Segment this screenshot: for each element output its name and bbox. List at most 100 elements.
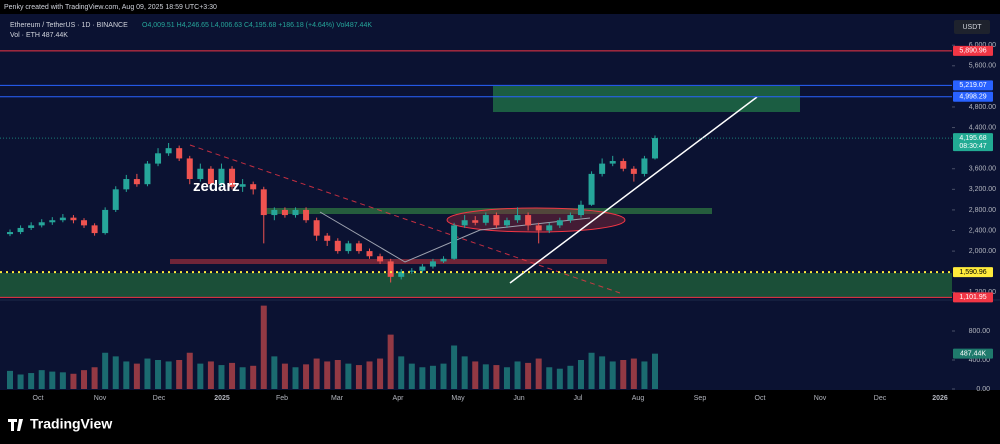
volume-bar (239, 367, 246, 389)
candle-body (155, 153, 162, 164)
y-tick-label: 5,600.00 (969, 63, 996, 70)
candle-body (334, 240, 341, 252)
candle-body (281, 209, 288, 216)
target-zone (493, 86, 800, 112)
volume-bar (281, 363, 288, 389)
candle-body (546, 225, 553, 231)
level-label: 4,998.29 (959, 94, 986, 101)
attribution: Penky created with TradingView.com, Aug … (4, 4, 217, 11)
ohlc: O4,009.51 H4,246.65 L4,006.63 C4,195.68 … (142, 22, 372, 29)
volume-bar (377, 358, 384, 389)
x-tick-label: Apr (393, 395, 405, 402)
candle-body (577, 204, 584, 216)
volume-bar (429, 365, 436, 389)
volume-tick-label: 400.00 (969, 357, 991, 364)
volume-bar (546, 367, 553, 389)
candle-body (123, 179, 130, 190)
symbol: Ethereum / TetherUS · 1D · BINANCE (10, 22, 128, 29)
candle-body (620, 161, 627, 169)
candle-body (303, 209, 310, 221)
candle-body (165, 148, 172, 154)
volume-bar (102, 352, 109, 389)
volume-bar (599, 356, 606, 389)
candle-body (81, 220, 88, 226)
candle-body (556, 220, 563, 226)
volume-bar (503, 367, 510, 389)
candle-body (419, 266, 426, 271)
candle-body (461, 220, 468, 226)
candle-body (229, 168, 236, 187)
level-label: 1,590.96 (959, 269, 986, 276)
candle-body (535, 225, 542, 231)
volume-bar (387, 334, 394, 389)
candle-body (271, 209, 278, 216)
x-tick-label: Mar (331, 395, 344, 402)
volume-bar (260, 305, 267, 389)
volume-bar (577, 360, 584, 389)
level-label: 5,890.96 (959, 48, 986, 55)
x-tick-label: Nov (814, 395, 827, 402)
candle-body (567, 215, 574, 221)
support-zone (0, 273, 952, 297)
candle-body (588, 173, 595, 205)
countdown: 08:30:47 (959, 143, 986, 150)
level-label-box (953, 45, 993, 56)
candle-body (91, 225, 98, 234)
candle-body (28, 225, 35, 228)
level-label: 1,101.95 (959, 294, 986, 301)
volume-bar (461, 356, 468, 389)
x-tick-label: 2026 (932, 395, 948, 402)
candle-body (599, 163, 606, 174)
candle-body (49, 220, 56, 223)
volume-bar (292, 367, 299, 389)
volume-bar (313, 358, 320, 389)
candle-body (17, 227, 24, 233)
volume-tick-label: 800.00 (969, 328, 991, 335)
candle-body (493, 215, 500, 226)
volume-bar (112, 356, 119, 389)
x-tick-label: Feb (276, 395, 288, 402)
candle-body (408, 270, 415, 272)
candle-body (387, 261, 394, 277)
level-label-box (953, 91, 993, 102)
candle-body (398, 271, 405, 277)
candle-body (429, 261, 436, 267)
volume-bar (588, 352, 595, 389)
candle-body (366, 251, 373, 257)
candle-body (218, 168, 225, 185)
volume-bar (133, 363, 140, 389)
y-tick-label: 4,400.00 (969, 124, 996, 131)
candle-body (112, 189, 119, 210)
volume-bar (451, 345, 458, 389)
last-price-box (953, 133, 993, 152)
price-axis (952, 14, 1000, 390)
volume-bar (345, 363, 352, 389)
x-tick-label: Aug (632, 395, 645, 402)
x-tick-label: Oct (755, 395, 766, 402)
brand: TradingView (30, 416, 112, 432)
x-tick-label: Sep (694, 395, 707, 402)
volume-bar (567, 365, 574, 389)
x-tick-label: Dec (874, 395, 887, 402)
candle-body (472, 220, 479, 223)
volume-bar (176, 360, 183, 389)
volume-bar (472, 361, 479, 389)
candle-body (176, 148, 183, 159)
x-tick-label: Dec (153, 395, 166, 402)
volume-bar (70, 373, 77, 389)
candle-body (59, 217, 66, 221)
volume-bar (155, 360, 162, 389)
y-tick-label: 4,800.00 (969, 104, 996, 111)
candle-body (652, 138, 658, 159)
volume-bar (123, 361, 130, 389)
volume-bar (630, 358, 637, 389)
volume-bar (398, 356, 405, 389)
candle-body (514, 215, 521, 221)
x-tick-label: Oct (33, 395, 44, 402)
volume-bar (197, 363, 204, 389)
volume-tick-label: 0.00 (976, 386, 990, 393)
y-tick-label: 2,800.00 (969, 207, 996, 214)
volume-bar (324, 361, 331, 389)
downtrend-line (189, 144, 621, 294)
